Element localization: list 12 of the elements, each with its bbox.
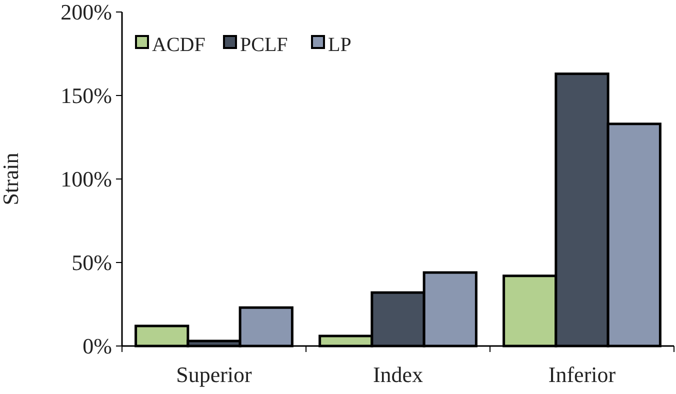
y-axis-title: Strain bbox=[0, 152, 23, 206]
x-tick-label: Inferior bbox=[548, 362, 616, 387]
legend-label: LP bbox=[328, 34, 352, 56]
y-tick-label: 150% bbox=[60, 83, 112, 108]
y-tick-label: 0% bbox=[82, 334, 112, 359]
x-tick-label: Superior bbox=[176, 362, 253, 387]
y-tick-label: 200% bbox=[60, 0, 112, 25]
x-tick-label: Index bbox=[372, 362, 424, 387]
legend-label: PCLF bbox=[240, 34, 288, 56]
y-tick-label: 50% bbox=[72, 250, 112, 276]
y-tick-label: 100% bbox=[60, 166, 112, 192]
legend-label: ACDF bbox=[152, 34, 206, 56]
